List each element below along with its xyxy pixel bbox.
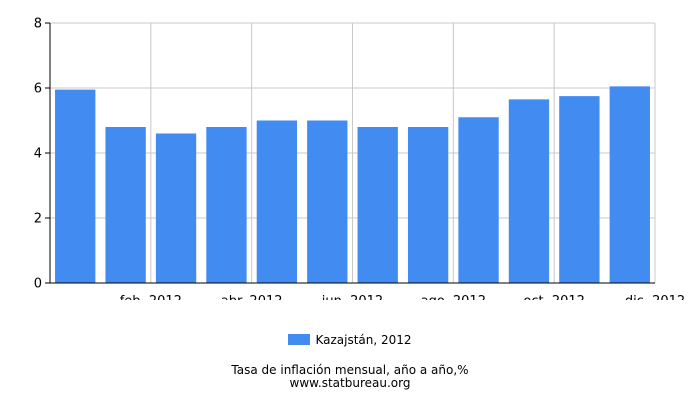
x-tick-label: oct. 2012 bbox=[523, 294, 585, 300]
legend-swatch bbox=[288, 334, 311, 345]
x-tick-label: ago. 2012 bbox=[421, 294, 486, 300]
footer: Tasa de inflación mensual, año a año,% w… bbox=[0, 364, 700, 390]
legend-label: Kazajstán, 2012 bbox=[315, 333, 412, 347]
bar-chart: 0 2 4 6 8 feb. 2012 abr. 2012 jun. 2012 ago. 201… bbox=[34, 17, 685, 301]
bar-oct-2012 bbox=[508, 99, 550, 283]
bar-sep-2012 bbox=[458, 117, 499, 283]
chart-title: Tasa de inflación mensual, año a año,% bbox=[231, 363, 469, 377]
bar-dic-2012 bbox=[609, 86, 650, 283]
y-tick-label: 4 bbox=[34, 147, 42, 162]
x-tick-label: abr. 2012 bbox=[221, 294, 283, 300]
bar-jun-2012 bbox=[307, 120, 348, 283]
axes bbox=[45, 22, 655, 284]
bar-nov-2012 bbox=[559, 96, 600, 283]
bar-ago-2012 bbox=[407, 127, 449, 283]
y-tick-label: 6 bbox=[34, 82, 42, 97]
bar-feb-2012 bbox=[105, 127, 146, 283]
bar-may-2012 bbox=[256, 120, 298, 283]
bars bbox=[55, 86, 650, 283]
y-tick-label: 8 bbox=[34, 17, 42, 32]
x-tick-label: dic. 2012 bbox=[625, 294, 685, 300]
source-label: www.statbureau.org bbox=[289, 376, 411, 390]
bar-ene-2012 bbox=[55, 89, 96, 283]
y-tick-label: 2 bbox=[34, 212, 42, 227]
legend: Kazajstán, 2012 bbox=[0, 333, 700, 347]
x-tick-label: jun. 2012 bbox=[321, 294, 383, 300]
bar-mar-2012 bbox=[155, 133, 197, 283]
y-tick-label: 0 bbox=[34, 277, 42, 292]
tick-labels: 0 2 4 6 8 feb. 2012 abr. 2012 jun. 2012 ago. 201… bbox=[34, 17, 685, 301]
x-tick-label: feb. 2012 bbox=[120, 294, 182, 300]
bar-abr-2012 bbox=[206, 127, 247, 283]
bar-jul-2012 bbox=[357, 127, 398, 283]
